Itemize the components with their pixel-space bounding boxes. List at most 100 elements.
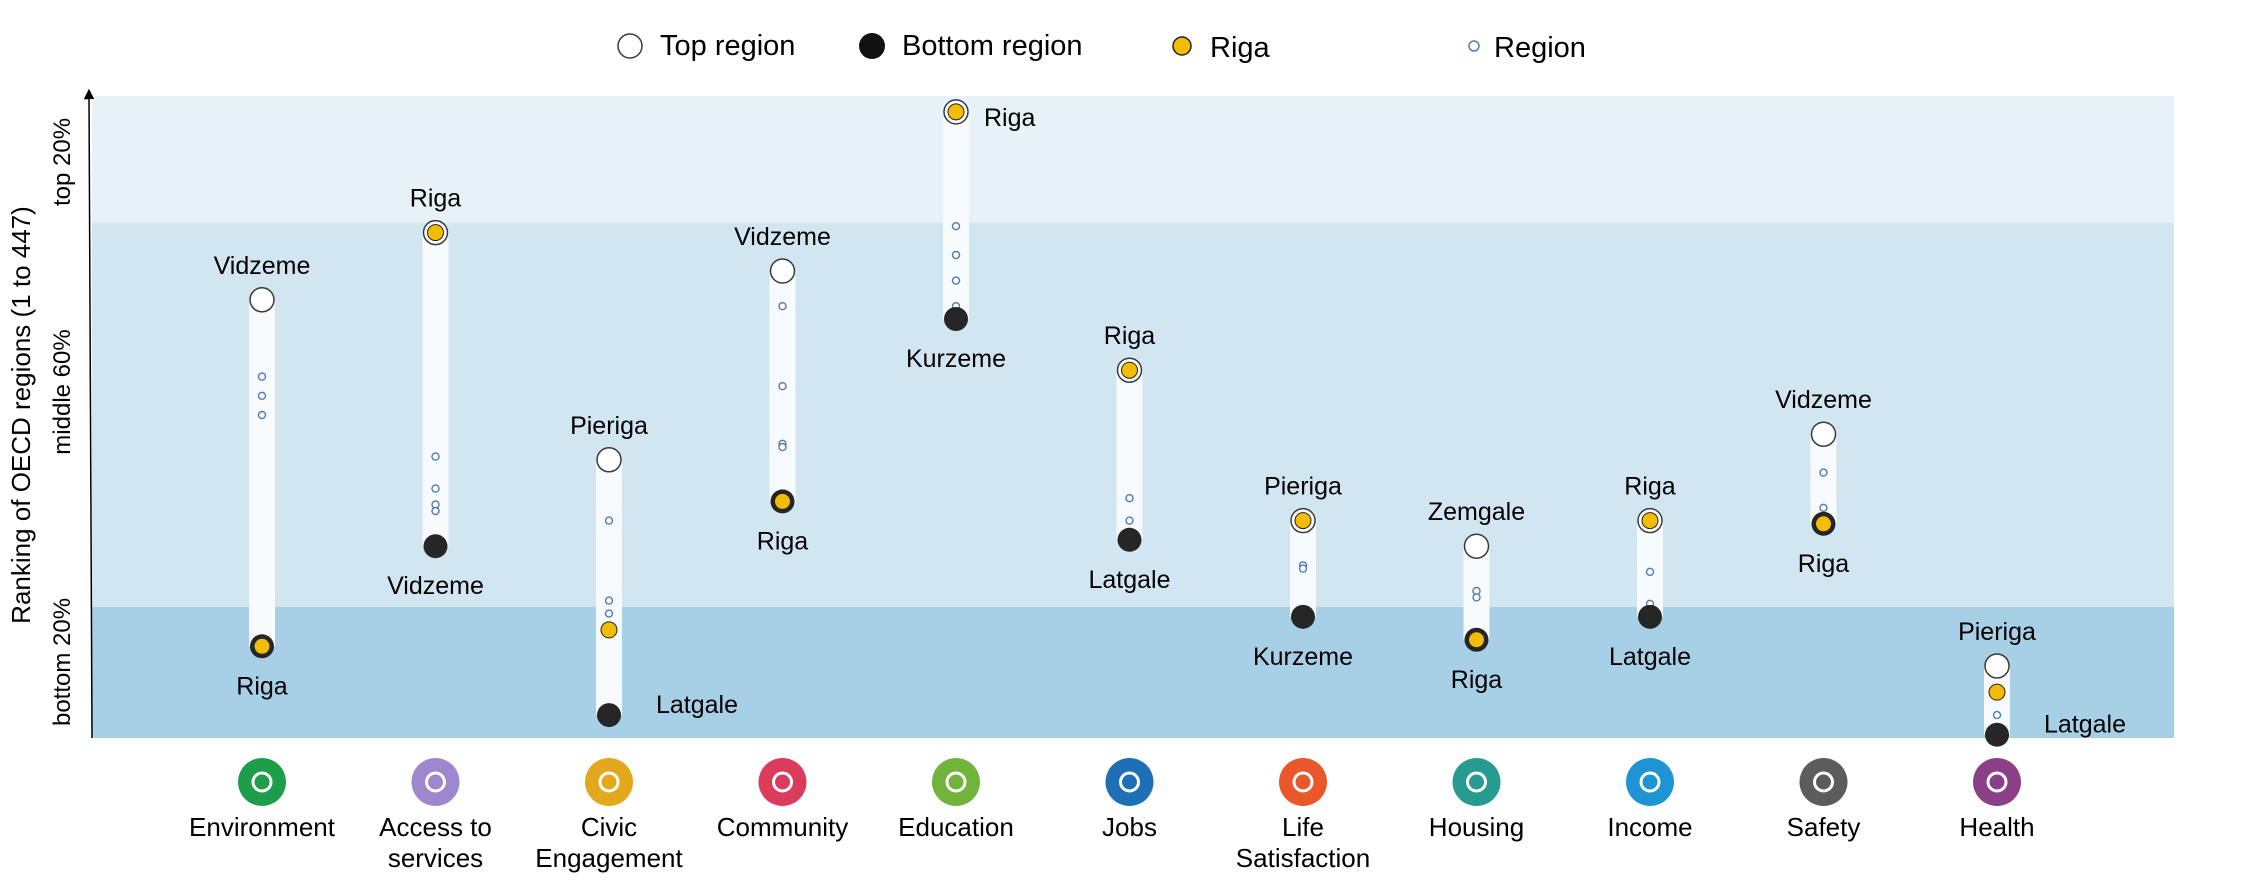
top-region-label: Riga [984, 104, 1036, 132]
category-name: Income [1607, 812, 1692, 842]
category-income: Riga Latgale [1609, 473, 1691, 671]
range-bar [943, 111, 969, 319]
category-name: Life [1282, 812, 1324, 842]
icon-glyph [598, 771, 620, 793]
category-name: Environment [189, 812, 336, 842]
top-region-label: Vidzeme [214, 252, 311, 280]
plot-marks: Vidzeme Riga Riga Vidzeme Pieriga Latgale Vidz… [214, 99, 2126, 747]
region-dot [604, 596, 614, 605]
category-label-environment: Environment [189, 758, 336, 842]
category-name: Civic [581, 812, 637, 842]
ballot-icon [585, 758, 633, 806]
legend-highlight-marker [1172, 36, 1192, 56]
top-region-label: Zemgale [1428, 498, 1525, 526]
top-region-label: Riga [1104, 322, 1156, 350]
region-dot [1645, 567, 1655, 576]
region-dot [1819, 503, 1828, 512]
range-bar [422, 232, 449, 547]
region-dot [257, 372, 267, 381]
icon-glyph [251, 771, 273, 793]
legend-bottom-marker [859, 33, 885, 59]
region-dot [604, 516, 614, 525]
region-dot [1125, 516, 1134, 525]
region-dot [778, 302, 787, 311]
range-bar [1116, 370, 1143, 540]
category-jobs: Riga Latgale [1088, 322, 1170, 594]
band-label-top: top 20% [49, 118, 76, 206]
bottom-region-label: Latgale [1088, 566, 1170, 594]
category-environment: Vidzeme Riga [214, 252, 311, 701]
tree-icon [238, 758, 286, 806]
y-axis-line [83, 88, 95, 739]
book-icon [932, 758, 980, 806]
top-region-marker [596, 447, 622, 473]
legend-top-label: Top region [660, 30, 795, 62]
category-label-health: Health [1959, 758, 2035, 842]
region-dot [951, 250, 961, 260]
region-dot [1472, 593, 1481, 602]
legend-highlight-label: Riga [1210, 32, 1271, 64]
riga-marker [1294, 512, 1312, 530]
bottom-region-label: Latgale [656, 691, 738, 719]
icon-glyph [1986, 771, 2008, 793]
region-dot [1125, 494, 1134, 503]
bottom-region-marker [597, 703, 621, 728]
icon-glyph [1292, 771, 1314, 793]
region-dot [431, 506, 440, 516]
heart-icon [1279, 758, 1327, 806]
category-life-satisfaction: Pieriga Kurzeme [1253, 473, 1353, 671]
network-icon [411, 758, 460, 806]
briefcase-icon [1105, 758, 1154, 806]
category-community: Vidzeme Riga [734, 223, 831, 555]
category-name: Health [1959, 812, 2034, 842]
cross-icon [1973, 758, 2021, 806]
bottom-region-label: Latgale [2044, 711, 2126, 739]
bottom-region-marker [1291, 604, 1315, 629]
bottom-region-marker [1985, 722, 2009, 747]
riga-marker [947, 103, 965, 121]
region-dot [431, 484, 440, 493]
icon-glyph [772, 771, 793, 793]
top-region-label: Riga [410, 185, 462, 213]
legend: Top region Bottom region Riga Region [617, 30, 1586, 64]
top-region-label: Riga [1624, 473, 1676, 501]
riga-marker [253, 637, 271, 655]
icon-glyph [1119, 771, 1140, 793]
bottom-region-label: Riga [1798, 550, 1850, 578]
bottom-region-marker [944, 307, 968, 331]
legend-region-marker [1468, 40, 1480, 52]
riga-marker [600, 621, 618, 639]
category-safety: Vidzeme Riga [1775, 386, 1872, 578]
bottom-region-label: Riga [1451, 666, 1503, 694]
legend-region-label: Region [1494, 32, 1586, 64]
money-icon [1626, 758, 1674, 806]
bottom-region-label: Kurzeme [1253, 643, 1353, 671]
bottom-region-marker [1638, 604, 1662, 629]
top-region-label: Pieriga [1264, 473, 1342, 501]
top-region-marker [249, 287, 275, 313]
riga-marker [1468, 631, 1485, 649]
top-region-marker [769, 258, 796, 284]
category-name: Education [898, 812, 1014, 842]
region-dot [1992, 710, 2002, 720]
category-label-jobs: Jobs [1102, 758, 1157, 842]
people-icon [758, 758, 807, 806]
icon-glyph [945, 771, 967, 793]
category-name: Engagement [535, 843, 683, 873]
region-dot [1298, 564, 1308, 573]
top-region-marker [1984, 653, 2010, 679]
top-region-label: Vidzeme [1775, 386, 1872, 414]
legend-top-marker [617, 33, 643, 59]
category-name: Housing [1429, 812, 1524, 842]
category-access-to-services: Riga Vidzeme [387, 185, 484, 601]
category-label-safety: Safety [1787, 758, 1860, 842]
legend-bottom-label: Bottom region [902, 30, 1083, 62]
top-region-label: Pieriga [570, 412, 648, 440]
icon-glyph [1466, 771, 1487, 793]
range-bar [596, 459, 622, 716]
